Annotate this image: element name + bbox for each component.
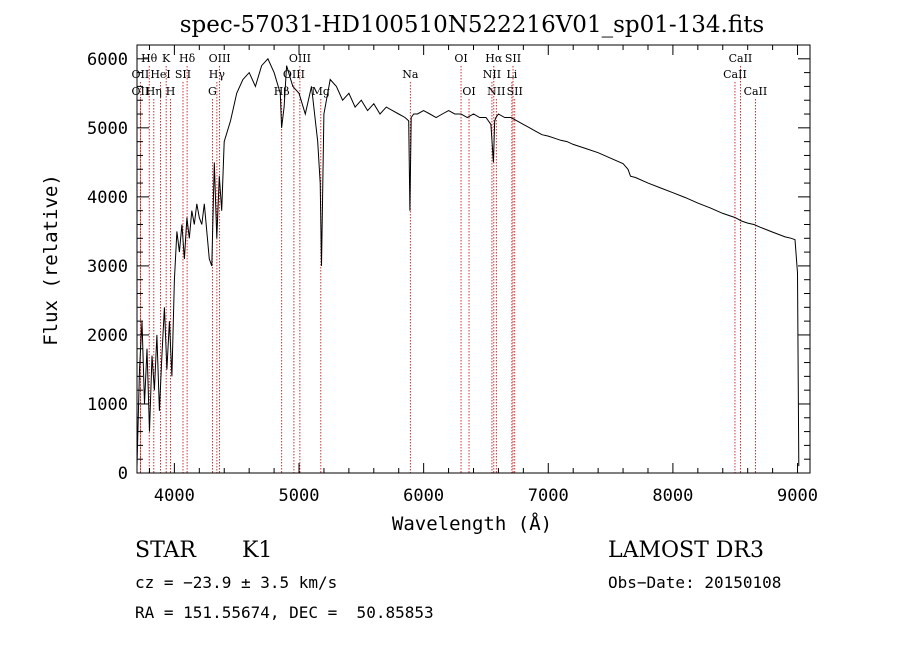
line-marker-label-14: Hβ [274, 85, 290, 98]
line-marker-label-9: OIII [209, 52, 231, 65]
line-marker-label-7: SII [175, 68, 191, 81]
line-marker-label-23: Li [506, 68, 517, 81]
line-marker-label-3: K [162, 52, 171, 65]
y-tick-label-6: 6000 [87, 50, 128, 70]
x-axis-ticks: 4000 5000 6000 7000 8000 9000 [148, 45, 818, 506]
x-tick-label-5: 9000 [777, 486, 818, 506]
line-marker-label-11: G [208, 85, 217, 98]
line-markers [139, 66, 756, 473]
x-tick-label-1: 5000 [279, 486, 320, 506]
line-marker-label-0: Hθ [141, 52, 158, 65]
y-tick-label-0: 0 [118, 464, 128, 484]
line-marker-label-2: OII [132, 85, 150, 98]
object-subclass: K1 [242, 538, 273, 563]
line-marker-label-18: OI [462, 85, 475, 98]
observation-date: Obs−Date: 20150108 [608, 573, 782, 592]
x-axis-label: Wavelength (Å) [392, 512, 552, 535]
y-tick-label-1: 1000 [87, 395, 128, 415]
line-marker-label-6: Hδ [179, 52, 196, 65]
spectrum-line [136, 57, 800, 467]
plot-frame [136, 44, 811, 474]
line-marker-label-26: CaII [723, 68, 747, 81]
line-marker-label-19: Hα [485, 52, 503, 65]
y-tick-label-5: 5000 [87, 119, 128, 139]
line-marker-label-17: OI [454, 52, 467, 65]
line-marker-label-25: CaII [729, 52, 753, 65]
line-marker-label-24: SII [507, 85, 523, 98]
line-marker-label-5: Hη [146, 85, 162, 98]
line-marker-label-16: Na [402, 68, 419, 81]
x-tick-label-3: 7000 [528, 486, 569, 506]
line-marker-label-15: Mg [312, 85, 330, 98]
line-marker-label-8: H [166, 85, 176, 98]
y-tick-label-2: 2000 [87, 326, 128, 346]
y-axis-label: Flux (relative) [40, 174, 62, 346]
redshift-cz: cz = −23.9 ± 3.5 km/s [135, 573, 338, 592]
line-marker-label-10: Hγ [209, 68, 226, 81]
x-tick-label-0: 4000 [154, 486, 195, 506]
survey-name: LAMOST DR3 [608, 538, 764, 563]
line-marker-label-1: OII [132, 68, 150, 81]
y-axis-ticks: 0 1000 2000 3000 4000 5000 6000 [87, 50, 810, 484]
object-class: STAR [135, 538, 196, 563]
y-tick-label-4: 4000 [87, 188, 128, 208]
y-tick-label-3: 3000 [87, 257, 128, 277]
line-marker-label-12: OIII [289, 52, 311, 65]
chart-title: spec-57031-HD100510N522216V01_sp01-134.f… [180, 12, 765, 38]
x-tick-label-4: 8000 [652, 486, 693, 506]
line-marker-label-27: CaII [744, 85, 768, 98]
line-marker-label-21: NII [487, 85, 505, 98]
line-marker-label-4: HeI [150, 68, 170, 81]
line-marker-label-22: SII [505, 52, 521, 65]
line-marker-label-20: NII [483, 68, 501, 81]
x-tick-label-2: 6000 [403, 486, 444, 506]
coordinates: RA = 151.55674, DEC = 50.85853 [135, 603, 434, 622]
